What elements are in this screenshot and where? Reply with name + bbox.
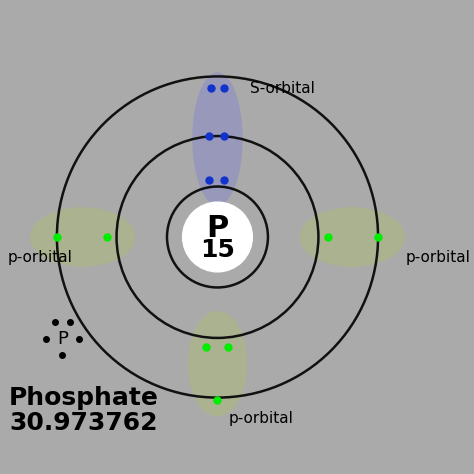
Ellipse shape [300, 207, 405, 267]
Text: S-orbital: S-orbital [250, 81, 314, 96]
Circle shape [182, 202, 252, 272]
Ellipse shape [192, 73, 243, 205]
Ellipse shape [30, 207, 136, 267]
Text: Phosphate: Phosphate [9, 385, 159, 410]
Text: 30.973762: 30.973762 [9, 411, 158, 435]
Ellipse shape [188, 311, 247, 416]
Text: p-orbital: p-orbital [406, 250, 471, 264]
Text: p-orbital: p-orbital [7, 250, 72, 264]
Text: P: P [57, 330, 68, 348]
Text: P: P [206, 214, 228, 243]
Text: p-orbital: p-orbital [228, 411, 293, 426]
Text: 15: 15 [200, 238, 235, 262]
